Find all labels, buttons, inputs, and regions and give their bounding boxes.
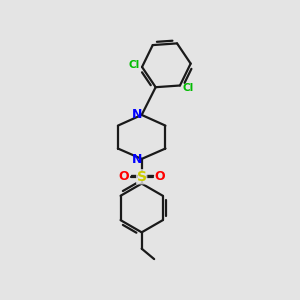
Text: N: N: [131, 153, 142, 166]
Text: O: O: [118, 170, 129, 183]
Text: Cl: Cl: [128, 60, 139, 70]
Text: O: O: [154, 170, 165, 183]
Text: Cl: Cl: [183, 83, 194, 93]
Text: N: N: [131, 107, 142, 121]
Text: S: S: [137, 170, 147, 184]
